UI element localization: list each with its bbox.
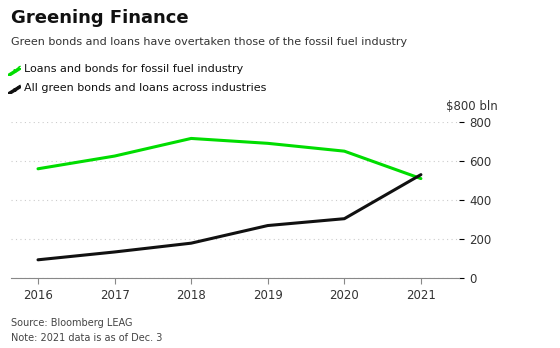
Text: Loans and bonds for fossil fuel industry: Loans and bonds for fossil fuel industry: [24, 64, 243, 74]
Text: Note: 2021 data is as of Dec. 3: Note: 2021 data is as of Dec. 3: [11, 333, 162, 343]
Text: ✔: ✔: [11, 83, 22, 96]
Text: Source: Bloomberg LEAG: Source: Bloomberg LEAG: [11, 318, 133, 329]
Text: $800 bln: $800 bln: [446, 101, 498, 113]
Text: Greening Finance: Greening Finance: [11, 9, 189, 27]
Text: Green bonds and loans have overtaken those of the fossil fuel industry: Green bonds and loans have overtaken tho…: [11, 37, 407, 47]
Text: All green bonds and loans across industries: All green bonds and loans across industr…: [24, 83, 266, 93]
Text: ✔: ✔: [11, 64, 22, 77]
